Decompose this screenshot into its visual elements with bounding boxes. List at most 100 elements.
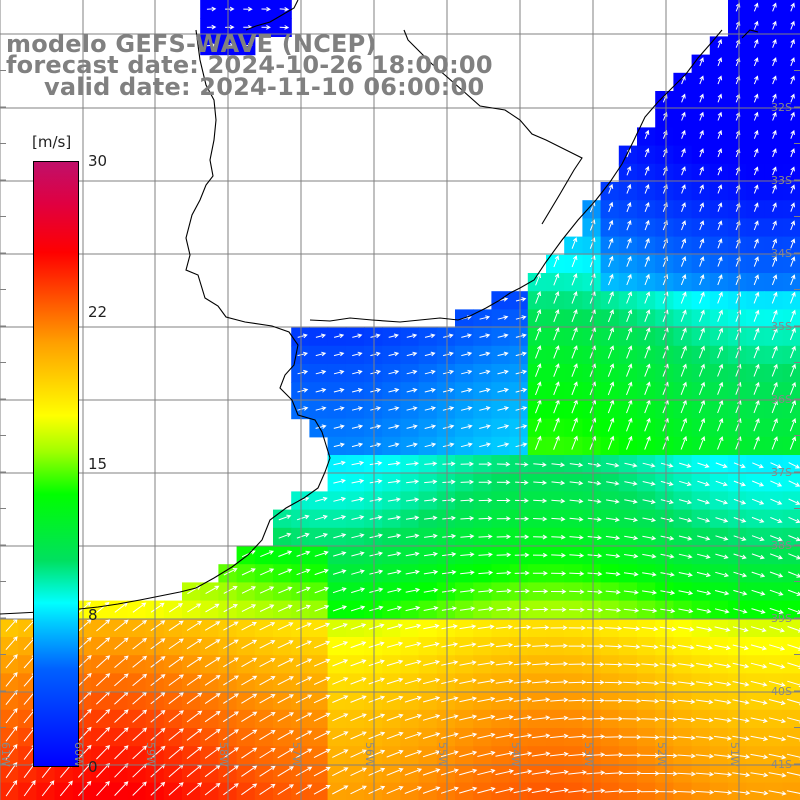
wind-vector-arrow [495,660,514,666]
wind-vector-arrow [644,129,650,139]
wind-vector-arrow [587,553,603,559]
wind-vector-arrow [680,417,687,432]
wind-vector-arrow [604,644,623,649]
wind-vector-arrow [368,749,386,758]
wind-vector-arrow [553,345,560,359]
wind-vector-arrow [608,237,614,249]
wind-vector-arrow [770,480,783,487]
wind-vector-arrow [681,111,686,121]
wind-vector-arrow [461,387,473,393]
wind-vector-arrow [586,698,605,703]
wind-vector-arrow [641,644,659,650]
wind-vector-arrow [388,388,400,393]
wind-vector-arrow [442,351,454,357]
wind-vector-arrow [478,497,493,503]
longitude-label: 55W [436,742,449,767]
wind-vector-arrow [771,274,778,286]
wind-vector-arrow [406,442,418,448]
wind-vector-arrow [713,772,733,777]
wind-vector-arrow [350,713,367,722]
wind-vector-arrow [351,424,364,429]
wind-vector-arrow [772,93,777,103]
wind-vector-arrow [277,676,294,686]
wind-vector-arrow [699,220,705,231]
wind-vector-arrow [386,713,404,721]
wind-vector-arrow [626,201,632,213]
wind-vector-arrow [96,708,111,723]
wind-vector-arrow [223,568,238,576]
wind-vector-arrow [571,417,578,432]
wind-vector-arrow [622,770,642,776]
wind-vector-arrow [515,315,527,320]
wind-vector-arrow [295,694,313,704]
wind-vector-arrow [751,608,766,614]
wind-vector-arrow [313,785,331,795]
wind-vector-arrow [477,732,496,739]
wind-vector-arrow [678,626,695,632]
wind-vector-arrow [553,435,560,450]
wind-vector-arrow [772,129,777,139]
wind-vector-arrow [150,781,166,796]
wind-vector-arrow [586,661,605,667]
wind-vector-arrow [514,570,530,576]
wind-vector-arrow [313,658,331,667]
wind-vector-arrow [241,711,258,723]
wind-vector-arrow [370,369,382,375]
wind-vector-arrow [772,238,777,249]
wind-vector-arrow [243,6,253,12]
wind-vector-arrow [277,694,294,704]
wind-vector-arrow [568,679,587,685]
colorbar-unit-label: [m/s] [32,133,72,151]
wind-vector-arrow [753,238,759,249]
wind-vector-arrow [77,708,92,724]
wind-vector-arrow [387,461,401,466]
wind-vector-arrow [586,788,606,794]
wind-vector-arrow [771,418,778,432]
wind-vector-arrow [623,680,641,686]
wind-vector-arrow [514,516,530,522]
wind-vector-arrow [535,381,542,396]
wind-vector-arrow [277,604,293,612]
wind-vector-arrow [440,750,459,758]
wind-vector-arrow [386,695,404,703]
wind-vector-arrow [351,388,363,393]
wind-vector-arrow [732,626,749,633]
wind-vector-arrow [786,735,800,742]
wind-vector-arrow [753,418,760,432]
wind-vector-arrow [406,369,418,375]
wind-vector-arrow [150,745,166,760]
wind-vector-arrow [550,625,568,631]
wind-vector-arrow [332,569,347,575]
wind-vector-arrow [388,333,399,339]
wind-vector-arrow [715,571,730,578]
wind-vector-arrow [535,309,542,323]
wind-vector-arrow [535,345,542,359]
wind-vector-arrow [168,620,184,632]
wind-vector-arrow [478,552,493,558]
wind-vector-arrow [786,717,800,724]
wind-vector-arrow [644,345,651,359]
wind-vector-arrow [644,147,650,158]
wind-vector-arrow [772,148,777,158]
wind-vector-arrow [772,220,777,231]
wind-vector-arrow [132,727,148,741]
valid-date-label: valid date: 2024-11-10 06:00:00 [44,73,485,101]
wind-vector-arrow [681,184,686,194]
wind-vector-arrow [333,478,346,484]
wind-vector-arrow [787,589,800,596]
wind-vector-arrow [626,327,633,341]
wind-vector-arrow [699,111,704,121]
wind-vector-arrow [495,715,514,721]
wind-vector-arrow [695,753,714,759]
wind-vector-arrow [678,553,693,559]
wind-vector-arrow [96,637,111,650]
longitude-label: 51W [728,742,741,767]
wind-vector-arrow [5,779,18,797]
wind-vector-arrow [551,498,566,504]
wind-vector-arrow [642,517,657,523]
wind-vector-arrow [571,435,578,450]
wind-vector-arrow [644,202,650,212]
wind-vector-arrow [753,399,760,414]
wind-vector-arrow [768,772,787,778]
